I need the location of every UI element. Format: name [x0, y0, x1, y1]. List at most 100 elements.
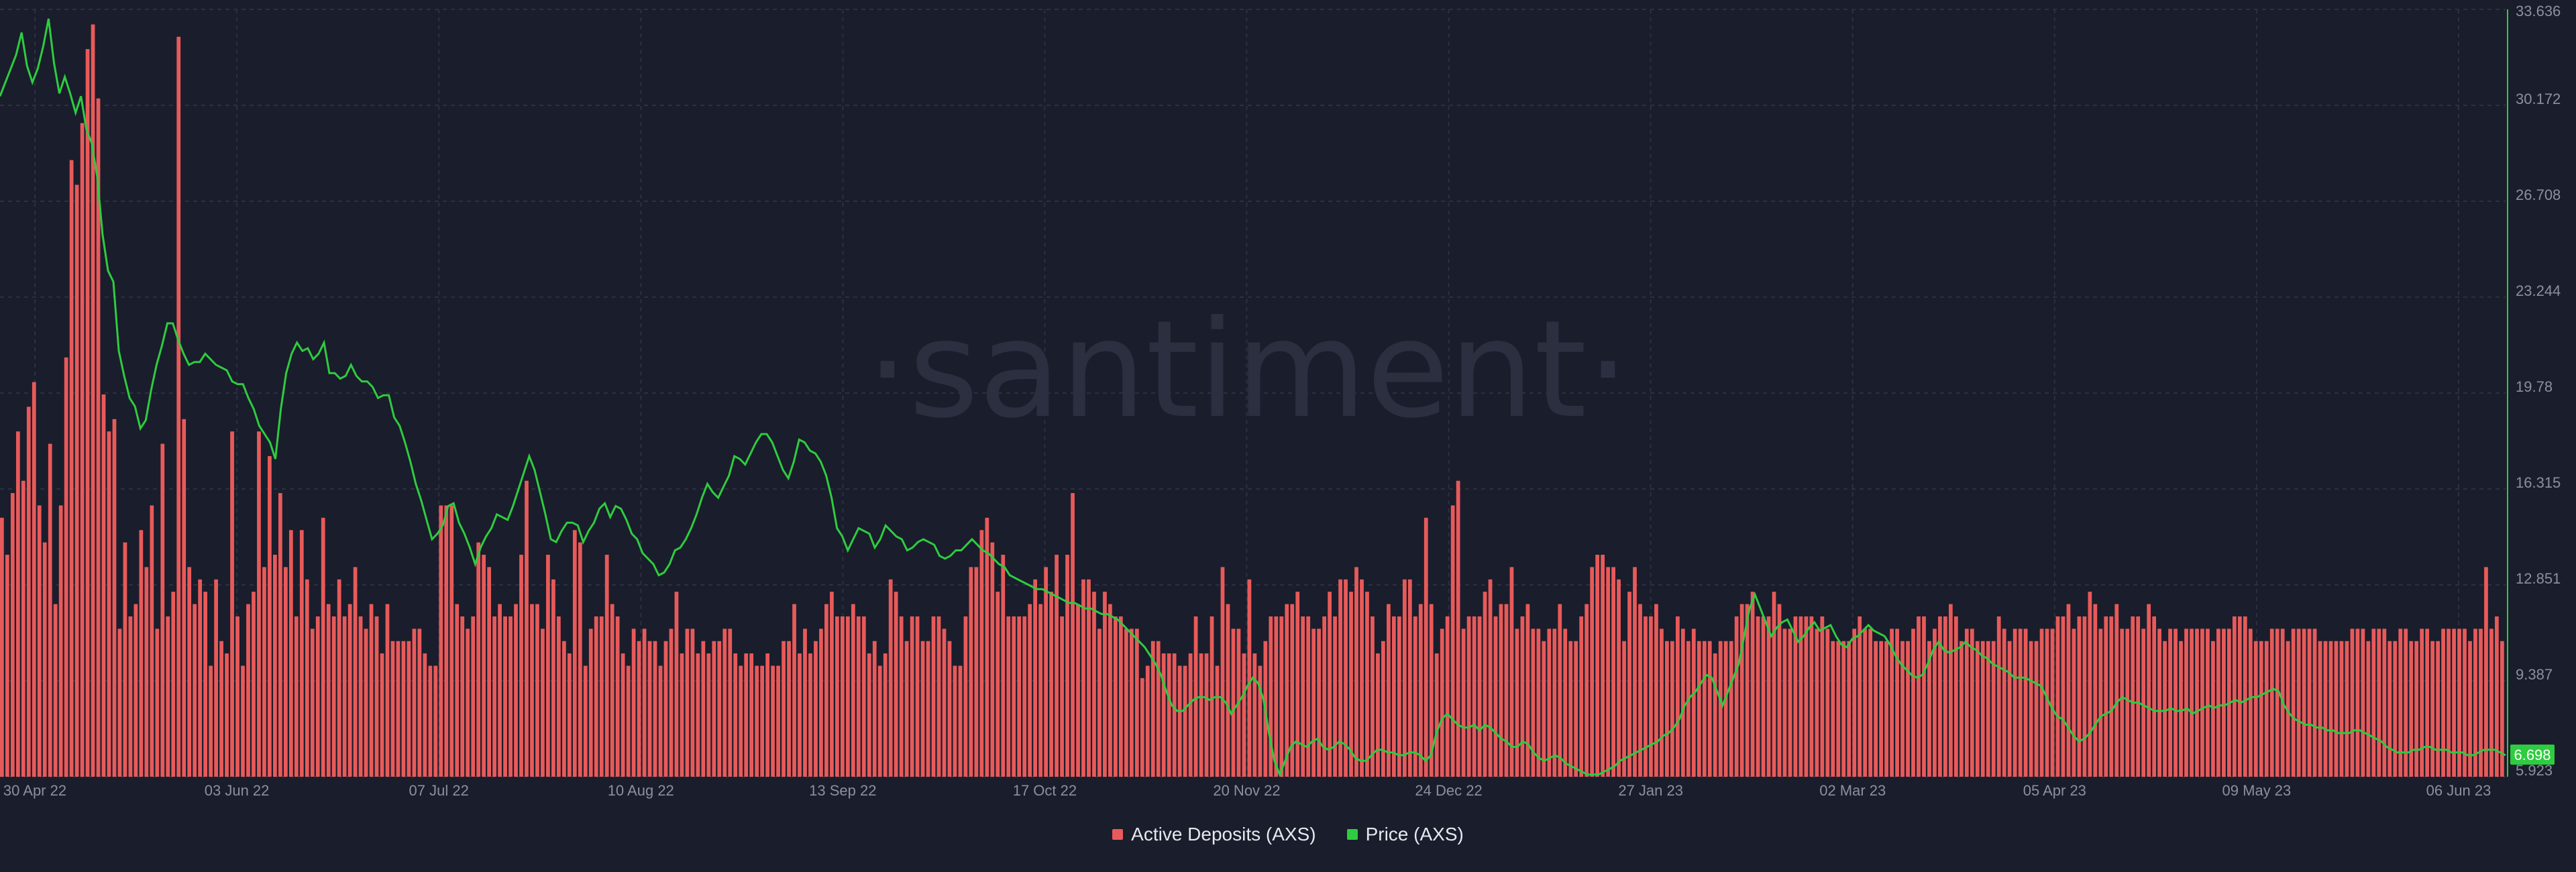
y-tick-label: 12.851 — [2516, 570, 2561, 587]
x-tick-label: 09 May 23 — [2222, 782, 2292, 799]
deposit-bar — [1975, 641, 1980, 777]
deposit-bar — [1713, 653, 1717, 777]
deposit-bar — [2468, 641, 2472, 777]
deposit-bar — [1943, 616, 1947, 777]
deposit-bar — [2350, 629, 2355, 777]
deposit-bar — [10, 493, 15, 777]
deposit-bar — [310, 629, 315, 777]
deposit-bar — [1177, 665, 1182, 777]
deposit-bar — [936, 616, 941, 777]
deposit-bar — [958, 665, 963, 777]
deposit-bar — [2237, 616, 2242, 777]
deposit-bar — [428, 665, 433, 777]
deposit-bar — [1552, 629, 1557, 777]
legend-item-deposits[interactable]: Active Deposits (AXS) — [1112, 824, 1316, 845]
y-tick-label: 33.636 — [2516, 3, 2561, 19]
deposit-bar — [760, 665, 765, 777]
deposit-bar — [2479, 629, 2483, 777]
deposit-bar — [315, 616, 320, 777]
deposit-bar — [439, 505, 443, 777]
deposit-bar — [331, 616, 336, 777]
deposit-bar — [455, 604, 460, 777]
legend-swatch-price — [1346, 829, 1358, 840]
legend-item-price[interactable]: Price (AXS) — [1346, 824, 1464, 845]
deposit-bar — [669, 629, 674, 777]
deposit-bar — [374, 616, 379, 777]
deposit-bar — [2457, 629, 2461, 777]
deposit-bar — [712, 641, 716, 777]
deposit-bar — [2179, 641, 2183, 777]
deposit-bar — [2425, 629, 2430, 777]
deposit-bar — [561, 641, 566, 777]
deposit-bar — [1996, 616, 2001, 777]
deposit-bar — [209, 665, 213, 777]
deposit-bar — [872, 641, 877, 777]
deposit-bar — [1397, 616, 1401, 777]
deposit-bar — [160, 443, 165, 777]
deposit-bar — [305, 579, 309, 777]
deposit-bar — [1071, 493, 1075, 777]
deposit-bar — [674, 592, 679, 777]
deposit-bar — [2377, 629, 2381, 777]
deposit-bar — [1649, 616, 1653, 777]
x-tick-label: 10 Aug 22 — [608, 782, 674, 799]
deposit-bar — [166, 616, 170, 777]
deposit-bar — [658, 665, 663, 777]
deposit-bar — [1328, 592, 1332, 777]
deposit-bar — [1525, 604, 1530, 777]
deposit-bar — [942, 629, 947, 777]
deposit-bar — [1279, 616, 1284, 777]
deposit-bar — [803, 629, 807, 777]
y-tick-label: 16.315 — [2516, 474, 2561, 491]
deposit-bar — [1820, 616, 1825, 777]
deposit-bar — [1691, 629, 1696, 777]
deposit-bar — [514, 604, 518, 777]
x-tick-label: 06 Jun 23 — [2426, 782, 2491, 799]
deposit-bar — [1252, 653, 1257, 777]
deposit-bar — [1761, 616, 1766, 777]
deposit-bar — [1114, 616, 1118, 777]
deposit-bar — [642, 629, 647, 777]
deposit-bar — [1172, 653, 1177, 777]
deposit-bar — [299, 530, 304, 777]
x-tick-label: 17 Oct 22 — [1013, 782, 1077, 799]
deposit-bar — [1434, 653, 1439, 777]
deposit-bar — [2286, 641, 2290, 777]
deposit-bar — [1461, 629, 1466, 777]
deposit-bar — [1161, 653, 1166, 777]
deposit-bar — [273, 555, 277, 777]
deposit-bar — [48, 443, 52, 777]
deposit-bar — [1322, 616, 1326, 777]
deposit-bar — [2206, 629, 2210, 777]
deposit-bar — [610, 604, 614, 777]
deposit-bar — [888, 579, 893, 777]
deposit-bar — [1028, 604, 1032, 777]
deposit-bar — [2018, 629, 2023, 777]
deposit-bar — [1445, 616, 1450, 777]
deposit-bar — [519, 555, 523, 777]
deposit-bar — [717, 641, 722, 777]
deposit-bar — [525, 480, 529, 777]
deposit-bar — [342, 616, 347, 777]
deposit-bar — [1884, 641, 1888, 777]
deposit-bar — [1970, 629, 1974, 777]
deposit-bar — [53, 604, 58, 777]
legend: Active Deposits (AXS) Price (AXS) — [0, 824, 2576, 845]
deposit-bar — [1483, 592, 1487, 777]
deposit-bar — [1290, 604, 1295, 777]
deposit-bar — [1831, 641, 1835, 777]
deposit-bar — [749, 653, 754, 777]
deposit-bar — [1418, 604, 1423, 777]
deposit-bar — [1504, 604, 1509, 777]
deposit-bar — [117, 629, 122, 777]
deposit-bar — [1799, 616, 1803, 777]
deposit-bar — [1670, 641, 1674, 777]
deposit-bar — [1745, 604, 1750, 777]
deposit-bar — [1499, 604, 1503, 777]
deposit-bar — [1333, 616, 1337, 777]
deposit-bar — [1574, 641, 1578, 777]
deposit-bar — [1060, 616, 1064, 777]
deposit-bar — [1456, 480, 1460, 777]
deposit-bar — [696, 653, 700, 777]
deposit-bar — [1729, 641, 1733, 777]
